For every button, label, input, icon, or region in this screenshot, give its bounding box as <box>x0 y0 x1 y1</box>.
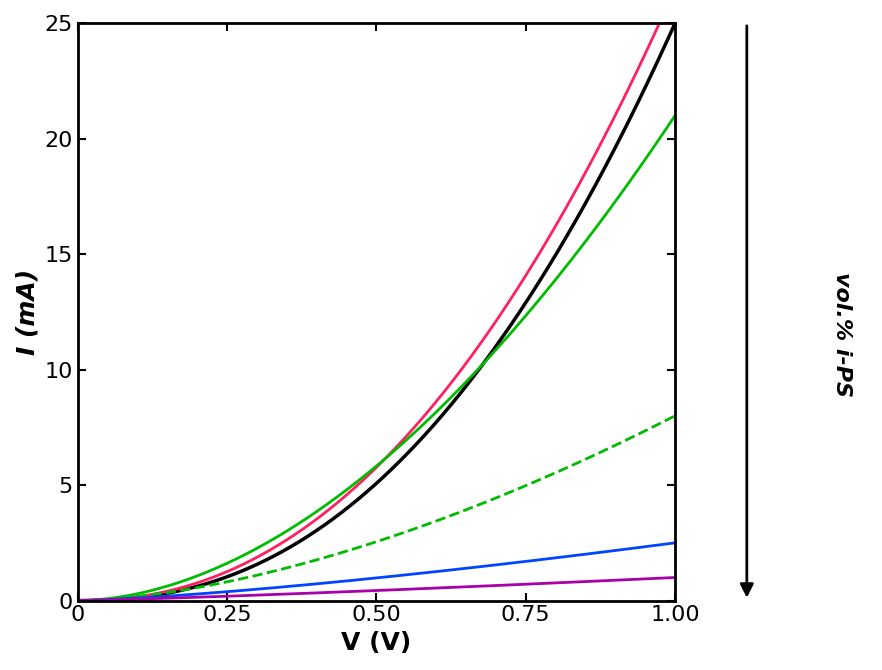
X-axis label: V (V): V (V) <box>341 631 412 655</box>
Text: vol.% i-PS: vol.% i-PS <box>833 273 852 397</box>
Y-axis label: I (mA): I (mA) <box>15 269 39 355</box>
